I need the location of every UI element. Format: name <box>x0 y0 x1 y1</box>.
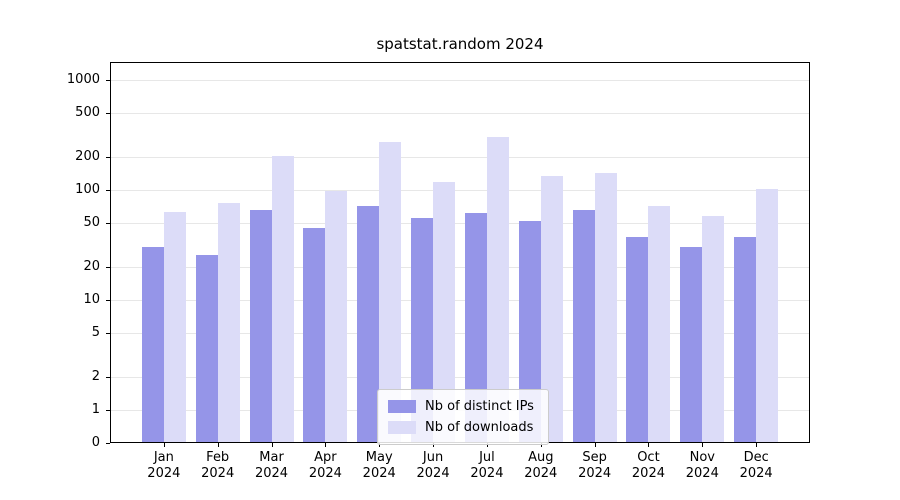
bar-downloads-aug <box>540 176 563 442</box>
y-tick-label: 100 <box>75 182 100 197</box>
bar-distinct-ips-aug <box>518 221 541 442</box>
x-tick-mark <box>379 443 381 447</box>
bar-distinct-ips-feb <box>195 255 218 442</box>
gridline <box>111 266 809 268</box>
bar-downloads-dec <box>756 189 779 442</box>
gridline <box>111 300 809 301</box>
x-tick-label: Nov 2024 <box>685 450 719 481</box>
bar-downloads-nov <box>702 215 725 442</box>
bar-distinct-ips-may <box>357 206 380 442</box>
bar-distinct-ips-mar <box>249 209 272 442</box>
y-tick-mark <box>106 376 110 378</box>
y-tick-label: 1000 <box>66 72 100 87</box>
y-tick-mark <box>106 300 110 301</box>
x-tick-label: Jan 2024 <box>147 450 181 481</box>
y-tick-label: 1 <box>91 402 100 417</box>
bar-downloads-mar <box>271 155 294 442</box>
bar-downloads-apr <box>325 191 348 442</box>
y-tick-mark <box>106 223 110 225</box>
y-tick-mark <box>106 156 110 158</box>
x-tick-label: Aug 2024 <box>524 450 558 481</box>
legend-item-distinct-ips: Nb of distinct IPs <box>388 396 534 417</box>
x-tick-mark <box>756 443 758 447</box>
y-tick-mark <box>106 333 110 335</box>
x-tick-mark <box>702 443 704 447</box>
y-tick-label: 10 <box>83 292 100 307</box>
gridline <box>111 190 809 191</box>
x-tick-label: Jun 2024 <box>416 450 450 481</box>
x-tick-label: Sep 2024 <box>578 450 612 481</box>
bar-downloads-oct <box>648 206 671 442</box>
x-tick-mark <box>486 443 488 447</box>
y-tick-label: 5 <box>91 325 100 341</box>
legend-swatch-downloads <box>388 421 416 434</box>
y-tick-label: 20 <box>83 258 100 274</box>
legend: Nb of distinct IPs Nb of downloads <box>377 389 549 445</box>
bar-distinct-ips-sep <box>572 210 595 442</box>
x-tick-mark <box>217 443 219 447</box>
legend-item-downloads: Nb of downloads <box>388 417 534 438</box>
x-tick-mark <box>648 443 650 447</box>
x-tick-label: Apr 2024 <box>308 450 342 481</box>
bar-downloads-jan <box>163 211 186 442</box>
bar-distinct-ips-nov <box>680 246 703 442</box>
x-tick-mark <box>163 443 165 447</box>
x-tick-mark <box>325 443 327 447</box>
x-tick-label: May 2024 <box>362 450 396 481</box>
bar-downloads-jul <box>486 136 509 442</box>
bar-downloads-sep <box>594 172 617 442</box>
x-tick-label: Jul 2024 <box>470 450 504 481</box>
x-tick-label: Mar 2024 <box>254 450 289 481</box>
bar-distinct-ips-dec <box>734 236 757 442</box>
y-tick-mark <box>106 80 110 81</box>
y-tick-mark <box>106 266 110 268</box>
plot-area <box>110 62 810 443</box>
x-tick-mark <box>594 443 596 447</box>
y-tick-label: 500 <box>75 105 100 121</box>
y-tick-label: 50 <box>83 215 100 231</box>
y-tick-mark <box>106 443 110 444</box>
bar-distinct-ips-jul <box>464 213 487 442</box>
x-tick-mark <box>540 443 542 447</box>
x-tick-label: Dec 2024 <box>739 450 773 481</box>
y-tick-mark <box>106 190 110 191</box>
legend-label-downloads: Nb of downloads <box>425 420 534 435</box>
gridline <box>111 80 809 81</box>
y-tick-label: 200 <box>75 148 100 164</box>
y-tick-label: 2 <box>91 368 100 384</box>
gridline <box>111 156 809 158</box>
x-tick-mark <box>271 443 273 447</box>
bar-downloads-may <box>379 142 402 442</box>
gridline <box>111 113 809 115</box>
legend-swatch-distinct-ips <box>388 400 416 413</box>
bar-downloads-feb <box>217 202 240 442</box>
chart-title: spatstat.random 2024 <box>376 35 544 53</box>
bar-downloads-jun <box>433 182 456 442</box>
gridline <box>111 376 809 378</box>
legend-label-distinct-ips: Nb of distinct IPs <box>425 399 534 414</box>
bar-distinct-ips-jan <box>141 246 164 442</box>
y-tick-mark <box>106 113 110 115</box>
gridline <box>111 333 809 335</box>
y-tick-mark <box>106 410 110 411</box>
x-tick-label: Oct 2024 <box>631 450 665 481</box>
bar-distinct-ips-apr <box>303 228 326 442</box>
bar-distinct-ips-oct <box>626 236 649 442</box>
y-tick-label: 0 <box>91 435 100 450</box>
x-tick-mark <box>433 443 435 447</box>
bar-distinct-ips-jun <box>411 217 434 442</box>
x-tick-label: Feb 2024 <box>201 450 235 481</box>
gridline <box>111 223 809 225</box>
